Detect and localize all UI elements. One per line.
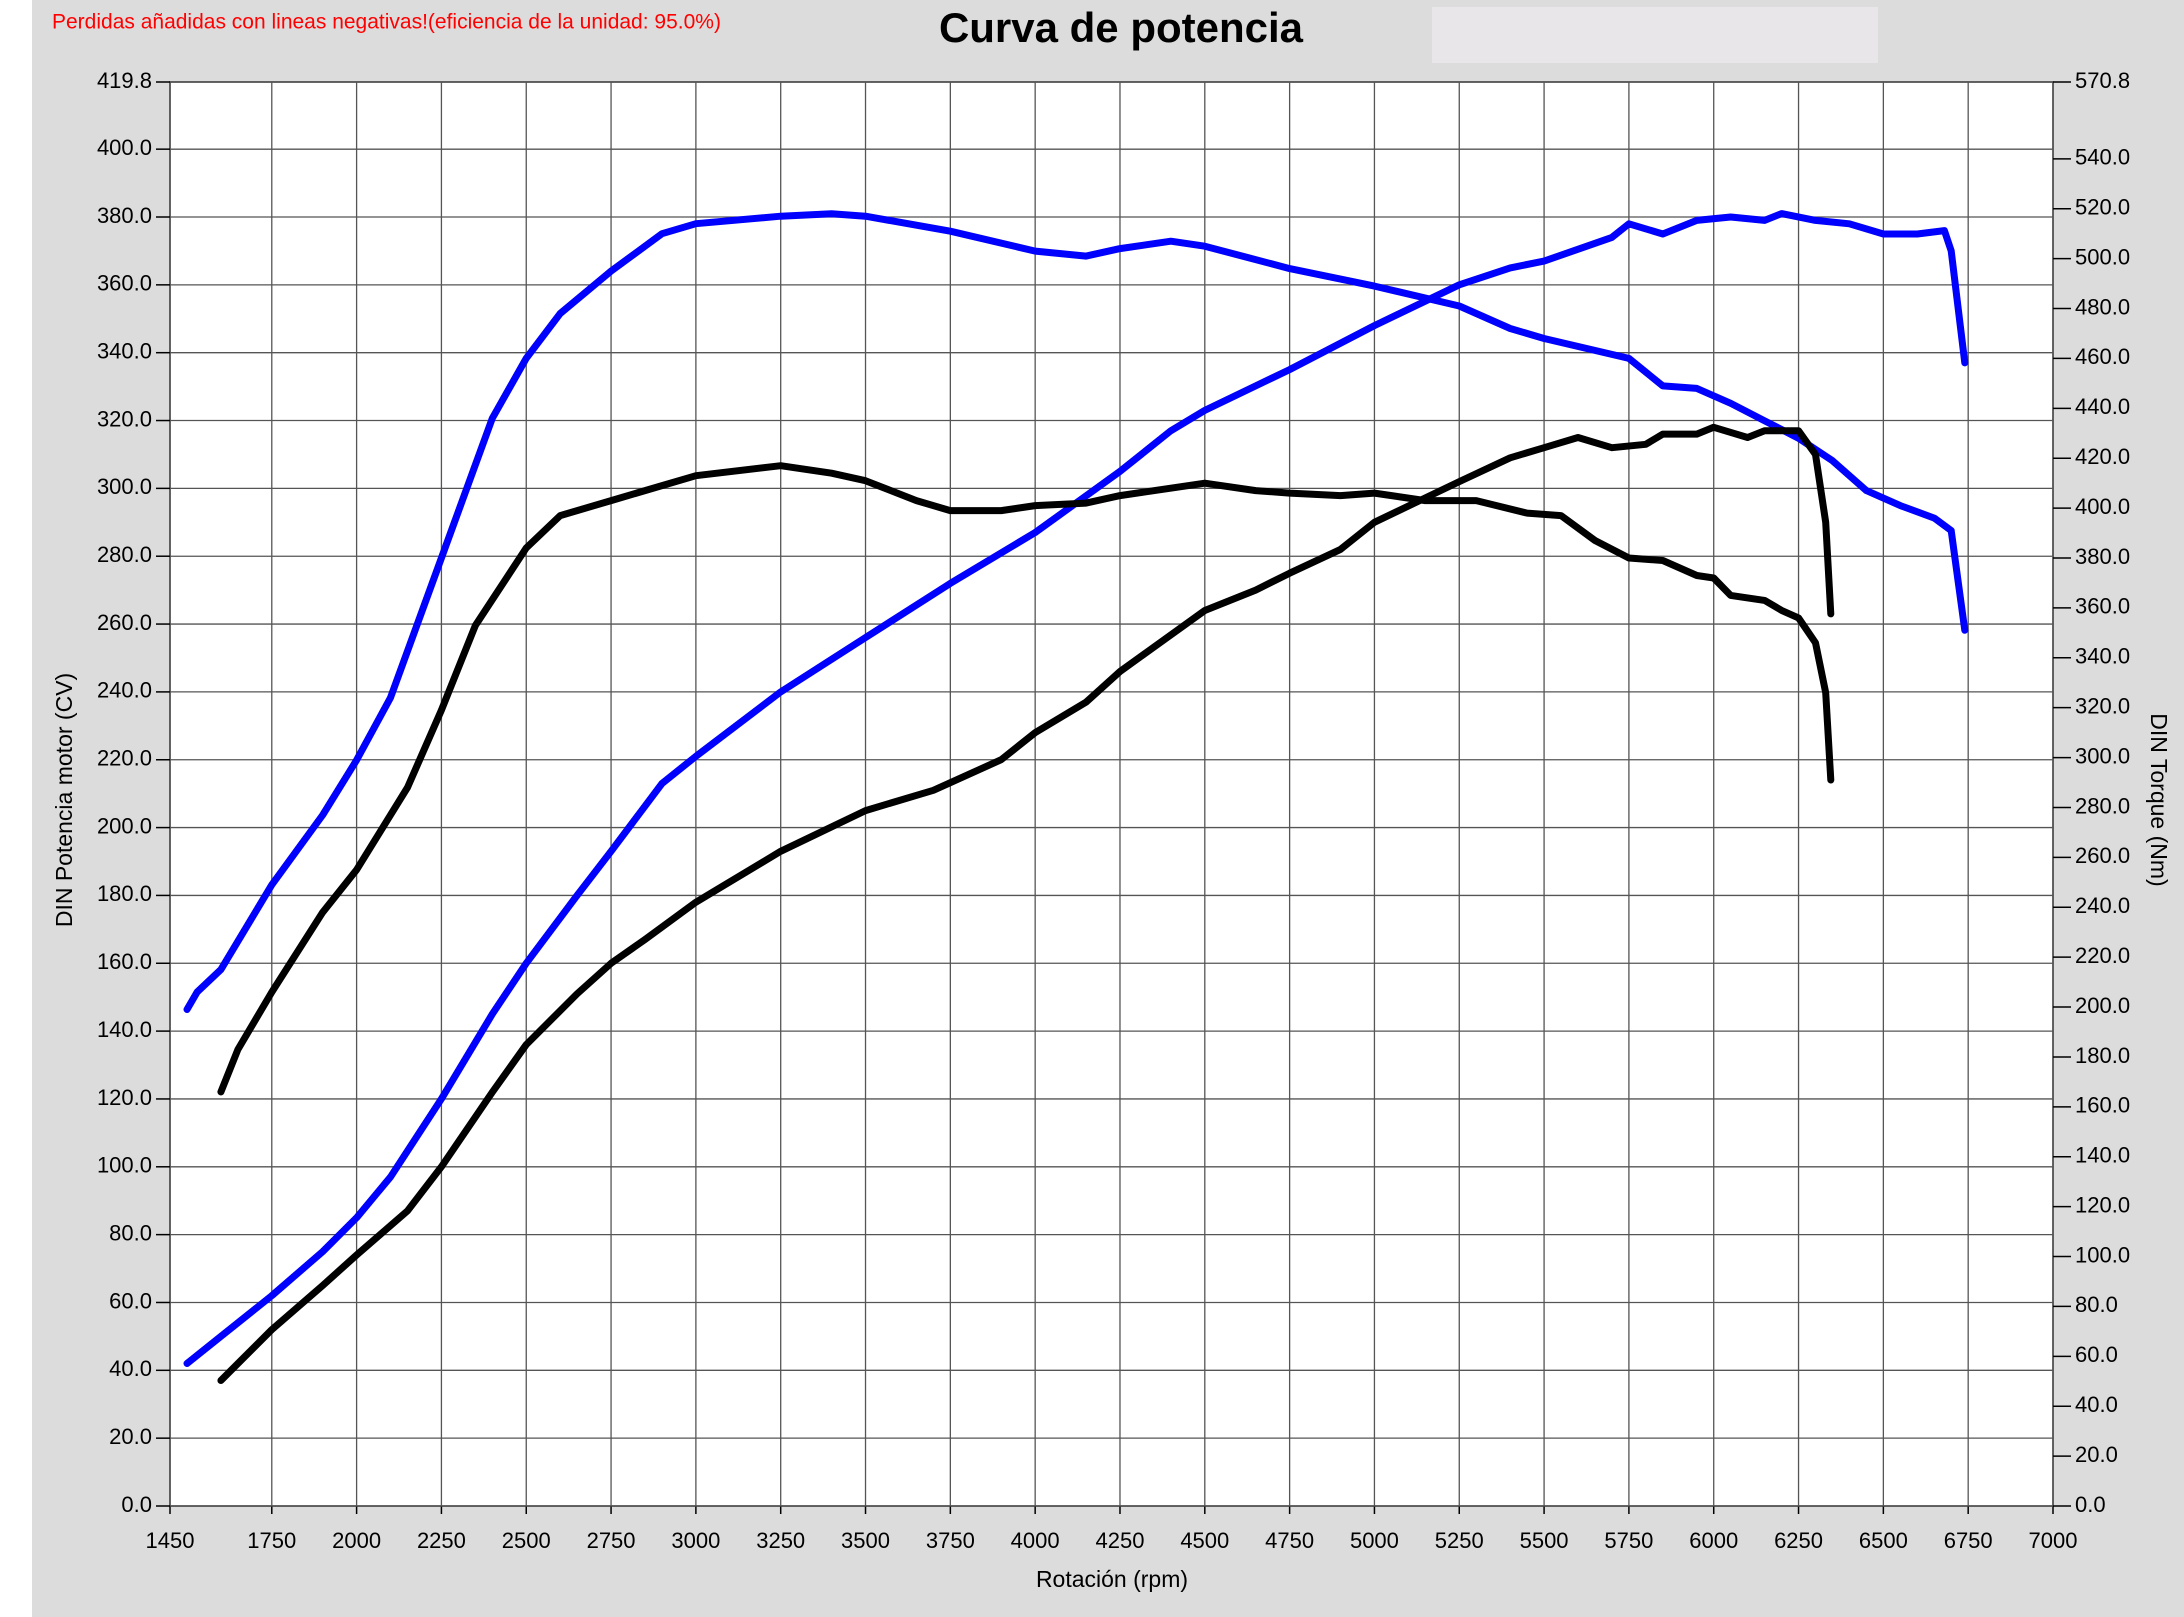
y2-tick-label: 300.0 bbox=[2075, 743, 2130, 768]
y-tick-label: 120.0 bbox=[97, 1085, 152, 1110]
y2-tick-label: 100.0 bbox=[2075, 1242, 2130, 1267]
x-tick-label: 3500 bbox=[841, 1528, 890, 1553]
plot-area bbox=[169, 81, 2054, 1507]
y-tick-label: 220.0 bbox=[97, 746, 152, 771]
y2-tick-label: 60.0 bbox=[2075, 1342, 2118, 1367]
y-tick-label: 240.0 bbox=[97, 678, 152, 703]
x-tick-label: 3000 bbox=[671, 1528, 720, 1553]
y2-tick-label: 240.0 bbox=[2075, 893, 2130, 918]
x-tick-label: 4750 bbox=[1265, 1528, 1314, 1553]
x-tick-label: 7000 bbox=[2029, 1528, 2078, 1553]
x-tick-label: 3250 bbox=[756, 1528, 805, 1553]
y-tick-label: 20.0 bbox=[109, 1424, 152, 1449]
x-tick-label: 1450 bbox=[146, 1528, 195, 1553]
y2-tick-label: 260.0 bbox=[2075, 843, 2130, 868]
y2-tick-label: 540.0 bbox=[2075, 145, 2130, 170]
y-axis-label: DIN Potencia motor (CV) bbox=[51, 673, 77, 927]
y-tick-label: 400.0 bbox=[97, 135, 152, 160]
x-tick-label: 6750 bbox=[1944, 1528, 1993, 1553]
y-tick-label: 340.0 bbox=[97, 339, 152, 364]
x-tick-label: 5750 bbox=[1604, 1528, 1653, 1553]
series-line bbox=[217, 423, 1835, 1384]
x-tick-label: 6250 bbox=[1774, 1528, 1823, 1553]
y-tick-label: 40.0 bbox=[109, 1356, 152, 1381]
x-tick-label: 2000 bbox=[332, 1528, 381, 1553]
y-tick-label: 180.0 bbox=[97, 881, 152, 906]
y-tick-label: 80.0 bbox=[109, 1220, 152, 1245]
x-tick-label: 3750 bbox=[926, 1528, 975, 1553]
y2-tick-label: 280.0 bbox=[2075, 793, 2130, 818]
y-tick-label: 100.0 bbox=[97, 1153, 152, 1178]
y-tick-label: 200.0 bbox=[97, 813, 152, 838]
y-tick-label: 0.0 bbox=[121, 1492, 152, 1517]
y2-tick-label: 80.0 bbox=[2075, 1292, 2118, 1317]
y2-tick-label: 440.0 bbox=[2075, 394, 2130, 419]
y2-tick-label: 480.0 bbox=[2075, 294, 2130, 319]
y-tick-label: 140.0 bbox=[97, 1017, 152, 1042]
chart-title: Curva de potencia bbox=[939, 4, 1304, 51]
x-tick-label: 5250 bbox=[1435, 1528, 1484, 1553]
y-tick-label: 300.0 bbox=[97, 474, 152, 499]
header-box bbox=[1432, 7, 1878, 63]
y2-tick-label: 20.0 bbox=[2075, 1442, 2118, 1467]
y-tick-label: 360.0 bbox=[97, 271, 152, 296]
y2-tick-label: 160.0 bbox=[2075, 1093, 2130, 1118]
x-tick-label: 2750 bbox=[587, 1528, 636, 1553]
y-tick-label: 60.0 bbox=[109, 1288, 152, 1313]
y2-tick-label: 500.0 bbox=[2075, 244, 2130, 269]
y2-tick-label: 180.0 bbox=[2075, 1043, 2130, 1068]
note: Perdidas añadidas con lineas negativas!(… bbox=[52, 11, 721, 34]
y2-tick-label: 0.0 bbox=[2075, 1492, 2106, 1517]
y2-tick-label: 360.0 bbox=[2075, 594, 2130, 619]
x-axis-label: Rotación (rpm) bbox=[1036, 1566, 1188, 1592]
y2-axis-label: DIN Torque (Nm) bbox=[2146, 713, 2172, 886]
y2-tick-label: 320.0 bbox=[2075, 693, 2130, 718]
x-tick-label: 4250 bbox=[1096, 1528, 1145, 1553]
x-tick-label: 6500 bbox=[1859, 1528, 1908, 1553]
y2-tick-label: 200.0 bbox=[2075, 993, 2130, 1018]
y2-tick-label: 420.0 bbox=[2075, 444, 2130, 469]
y2-tick-label: 400.0 bbox=[2075, 494, 2130, 519]
y2-tick-label: 220.0 bbox=[2075, 943, 2130, 968]
x-tick-label: 4500 bbox=[1180, 1528, 1229, 1553]
x-tick-label: 4000 bbox=[1011, 1528, 1060, 1553]
y2-tick-label: 120.0 bbox=[2075, 1192, 2130, 1217]
y-tick-label: 160.0 bbox=[97, 949, 152, 974]
y-tick-label: 419.8 bbox=[97, 68, 152, 93]
y2-tick-label: 40.0 bbox=[2075, 1392, 2118, 1417]
x-tick-label: 5500 bbox=[1520, 1528, 1569, 1553]
x-tick-label: 5000 bbox=[1350, 1528, 1399, 1553]
y-tick-label: 380.0 bbox=[97, 203, 152, 228]
y2-tick-label: 140.0 bbox=[2075, 1143, 2130, 1168]
y-tick-label: 320.0 bbox=[97, 406, 152, 431]
series-line bbox=[217, 462, 1835, 1096]
x-tick-label: 2250 bbox=[417, 1528, 466, 1553]
series-line bbox=[183, 210, 1969, 1367]
x-tick-label: 2500 bbox=[502, 1528, 551, 1553]
y2-tick-label: 380.0 bbox=[2075, 544, 2130, 569]
y2-tick-label: 460.0 bbox=[2075, 344, 2130, 369]
y-tick-label: 280.0 bbox=[97, 542, 152, 567]
x-tick-label: 6000 bbox=[1689, 1528, 1738, 1553]
y2-tick-label: 340.0 bbox=[2075, 644, 2130, 669]
y-tick-label: 260.0 bbox=[97, 610, 152, 635]
x-tick-label: 1750 bbox=[247, 1528, 296, 1553]
y2-tick-label: 570.8 bbox=[2075, 68, 2130, 93]
y2-tick-label: 520.0 bbox=[2075, 195, 2130, 220]
